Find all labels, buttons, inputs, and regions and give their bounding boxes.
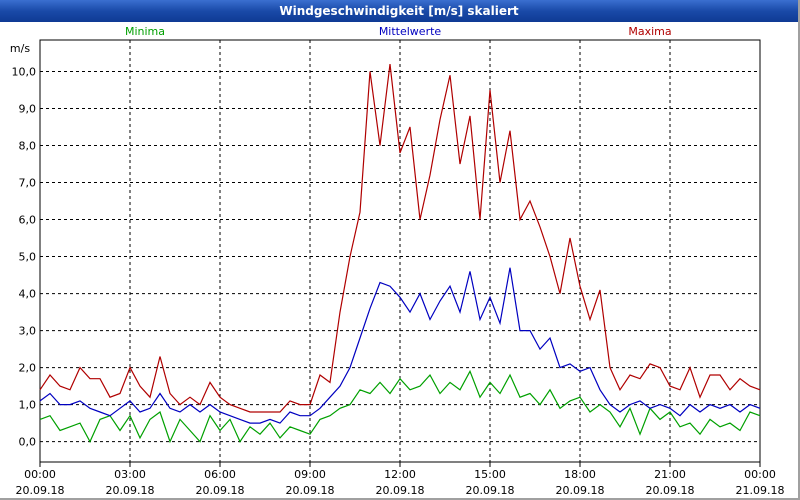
legend-entry: Minima [125,25,165,38]
x-tick-label: 00:00 20.09.18 [16,468,65,497]
data-line [39,369,761,444]
y-tick-label: 3,0 [19,325,37,338]
y-tick-label: 8,0 [19,140,37,153]
y-tick-label: 5,0 [19,251,37,264]
y-tick-label: 10,0 [12,65,37,78]
x-tick-label: 18:00 20.09.18 [556,468,605,497]
legend-entry: Mittelwerte [379,25,442,38]
chart: m/s 0,0 1,0 2,0 3,0 4,0 5,0 6,0 7,0 8,0 9,0 10,0 00… [10,25,785,497]
title-bar: Windgeschwindigkeit [m/s] skaliert [0,0,798,22]
x-tick-label: 12:00 20.09.18 [376,468,425,497]
legend-entry: Maxima [628,25,671,38]
x-tick-label: 06:00 20.09.18 [196,468,245,497]
x-tick-label: 09:00 20.09.18 [286,468,335,497]
data-line [39,64,761,413]
x-tick-label: 15:00 20.09.18 [466,468,515,497]
y-tick-label: 7,0 [19,177,37,190]
y-tick-label: 0,0 [19,436,37,449]
x-tick-label: 00:00 21.09.18 [736,468,785,497]
data-line [39,267,761,424]
x-tick-label: 21:00 20.09.18 [646,468,695,497]
y-tick-label: 4,0 [19,288,37,301]
x-tick-label: 03:00 20.09.18 [106,468,155,497]
y-tick-label: 9,0 [19,102,37,115]
y-tick-label: 2,0 [19,362,37,375]
y-tick-label: 6,0 [19,214,37,227]
y-axis-label: m/s [10,42,30,55]
y-tick-label: 1,0 [19,399,37,412]
